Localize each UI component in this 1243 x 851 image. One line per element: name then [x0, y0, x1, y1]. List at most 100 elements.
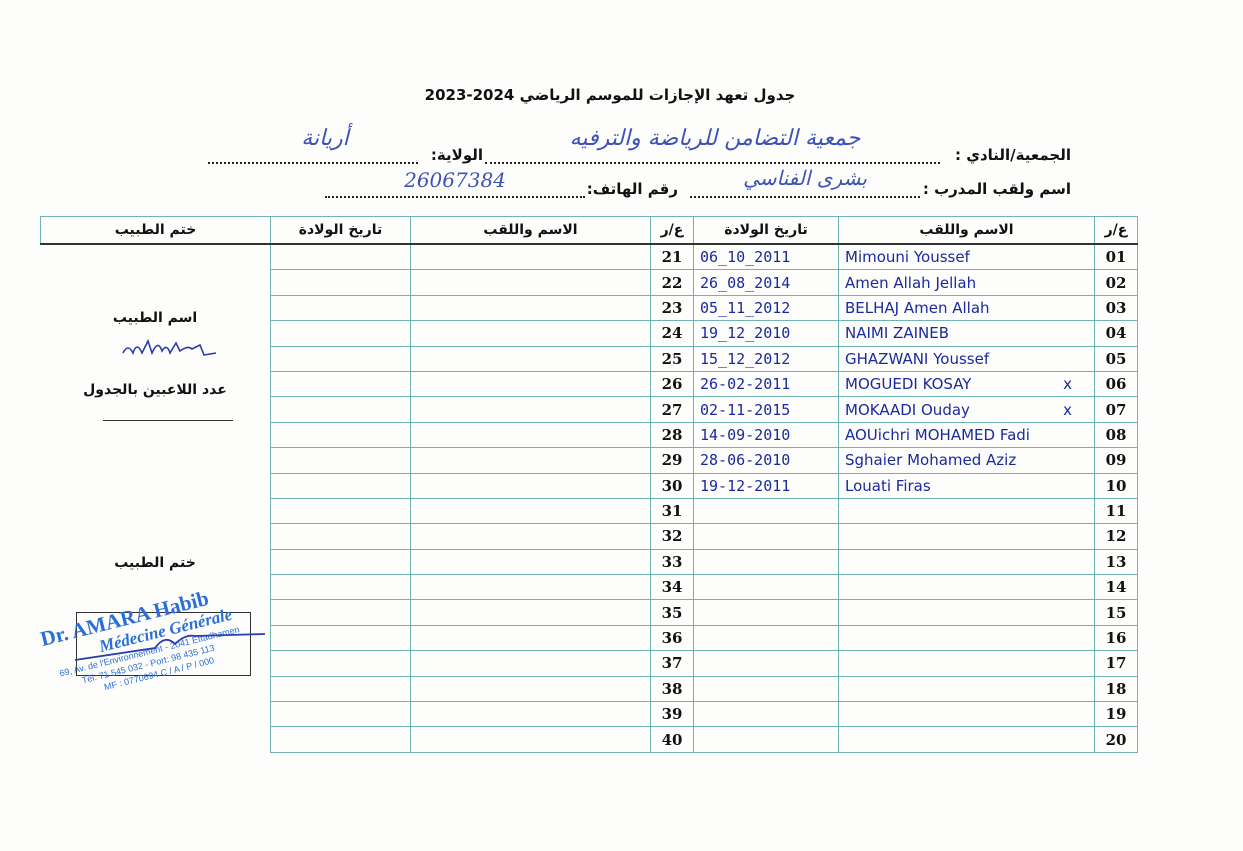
- phone-label: رقم الهاتف:: [586, 180, 678, 198]
- player-dob: [270, 447, 411, 474]
- player-dob: [270, 320, 411, 347]
- player-dob: [270, 726, 411, 753]
- header-name: الاسم واللقب: [838, 216, 1095, 245]
- player-count-line: [103, 420, 233, 421]
- phone-value: 26067384: [404, 168, 506, 192]
- player-dob: [693, 624, 839, 652]
- table-row: 03 BELHAJ Amen Allah 05_11_2012 23: [41, 294, 1138, 322]
- header-num-2: ع/ر: [650, 216, 694, 245]
- stamp-signature-icon: [74, 633, 266, 661]
- row-number: 03: [1094, 294, 1138, 322]
- player-dob: 15_12_2012: [693, 345, 839, 372]
- player-dob: [693, 701, 839, 728]
- player-dob: [693, 675, 839, 703]
- row-number: 16: [1094, 624, 1138, 652]
- player-dob: [270, 701, 411, 728]
- player-name: [838, 624, 1095, 652]
- table-row: 07 MOKAADI Ouday x 02-11-2015 27: [41, 396, 1138, 423]
- row-number: 27: [650, 396, 694, 423]
- row-number: 26: [650, 370, 694, 398]
- row-number: 40: [650, 726, 694, 753]
- player-name: [410, 345, 651, 372]
- table-row: 09 Sghaier Mohamed Aziz 28-06-2010 29: [41, 447, 1138, 474]
- row-number: 25: [650, 345, 694, 372]
- player-dob: [270, 243, 411, 271]
- player-name-text: Mimouni Youssef: [845, 248, 970, 267]
- player-name-text: Sghaier Mohamed Aziz: [845, 451, 1017, 470]
- player-name: [410, 599, 651, 626]
- row-number: 11: [1094, 497, 1138, 525]
- player-dob: [693, 548, 839, 576]
- player-name: Louati Firas: [838, 472, 1095, 499]
- row-number: 10: [1094, 472, 1138, 499]
- table-row: 12 32: [41, 523, 1138, 550]
- player-dob: [270, 345, 411, 372]
- row-number: 32: [650, 523, 694, 550]
- player-name-text: Amen Allah Jellah: [845, 273, 977, 292]
- player-name: [410, 523, 651, 550]
- table-row: 05 GHAZWANI Youssef 15_12_2012 25: [41, 345, 1138, 372]
- player-count-label: عدد اللاعبين بالجدول: [83, 382, 227, 398]
- player-name: [410, 421, 651, 449]
- row-number: 06: [1094, 370, 1138, 398]
- club-dots: [485, 162, 940, 164]
- doctor-stamp-cell: [40, 242, 271, 753]
- row-number: 23: [650, 294, 694, 322]
- player-name: [410, 243, 651, 271]
- player-dob: [270, 574, 411, 601]
- player-name: AOUichri MOHAMED Fadi: [838, 421, 1095, 449]
- player-name: MOGUEDI KOSAY x: [838, 370, 1095, 398]
- player-dob: 26-02-2011: [693, 370, 839, 398]
- player-name: [410, 320, 651, 347]
- player-name: [410, 548, 651, 576]
- player-dob: [270, 624, 411, 652]
- player-mark: x: [1063, 400, 1072, 419]
- table-row: 04 NAIMI ZAINEB 19_12_2010 24: [41, 320, 1138, 347]
- row-number: 15: [1094, 599, 1138, 626]
- row-number: 09: [1094, 447, 1138, 474]
- row-number: 08: [1094, 421, 1138, 449]
- row-number: 07: [1094, 396, 1138, 423]
- player-dob: [693, 497, 839, 525]
- row-number: 22: [650, 269, 694, 296]
- player-name: Sghaier Mohamed Aziz: [838, 447, 1095, 474]
- player-name: MOKAADI Ouday x: [838, 396, 1095, 423]
- player-dob: 28-06-2010: [693, 447, 839, 474]
- player-dob: [270, 548, 411, 576]
- player-name: [838, 599, 1095, 626]
- player-name-text: MOGUEDI KOSAY: [845, 375, 972, 394]
- player-name: [838, 701, 1095, 728]
- player-name: [410, 701, 651, 728]
- player-name-text: MOKAADI Ouday: [845, 400, 970, 419]
- row-number: 37: [650, 650, 694, 677]
- player-dob: [270, 497, 411, 525]
- player-name: [410, 396, 651, 423]
- doctor-stamp-label: ختم الطبيب: [114, 555, 196, 571]
- player-dob: 19_12_2010: [693, 320, 839, 347]
- row-number: 01: [1094, 243, 1138, 271]
- player-dob: 26_08_2014: [693, 269, 839, 296]
- header-name-2: الاسم واللقب: [410, 216, 651, 245]
- player-name: [838, 574, 1095, 601]
- player-dob: [270, 650, 411, 677]
- player-name-text: AOUichri MOHAMED Fadi: [845, 425, 1030, 444]
- row-number: 30: [650, 472, 694, 499]
- player-dob: [270, 523, 411, 550]
- player-name: [410, 574, 651, 601]
- stamp-frame: [76, 612, 251, 676]
- table-row: 20 40: [41, 726, 1138, 753]
- row-number: 35: [650, 599, 694, 626]
- row-number: 14: [1094, 574, 1138, 601]
- table-row: 08 AOUichri MOHAMED Fadi 14-09-2010 28: [41, 421, 1138, 449]
- player-name: [838, 548, 1095, 576]
- row-number: 38: [650, 675, 694, 703]
- state-label: الولاية:: [430, 146, 483, 164]
- player-name-text: NAIMI ZAINEB: [845, 324, 949, 343]
- player-dob: [270, 675, 411, 703]
- row-number: 29: [650, 447, 694, 474]
- player-dob: [693, 726, 839, 753]
- player-name: Amen Allah Jellah: [838, 269, 1095, 296]
- table-row: 15 35: [41, 599, 1138, 626]
- row-number: 18: [1094, 675, 1138, 703]
